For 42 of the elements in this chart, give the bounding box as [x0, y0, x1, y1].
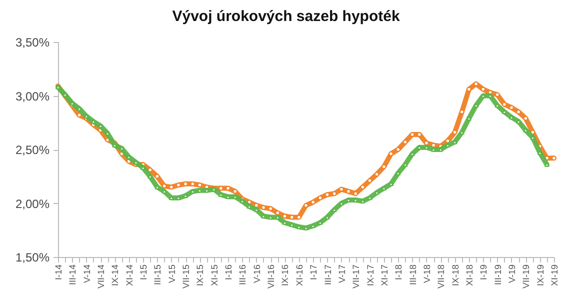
x-tick-label: XI-19: [550, 264, 560, 286]
x-tick-label: VII-15: [181, 264, 192, 289]
x-tick-label: VII-16: [266, 264, 276, 289]
x-tick-label: XI-18: [464, 264, 474, 286]
x-tick-label: VII-14: [96, 264, 106, 289]
y-tick-label: 1,50%: [15, 250, 50, 264]
x-tick-label: XI-15: [209, 264, 220, 286]
x-tick-label: XI-14: [124, 264, 134, 286]
x-tick-label: VII-18: [436, 264, 446, 289]
x-tick-label: IX-17: [365, 264, 376, 286]
x-tick-label: I-16: [224, 264, 234, 280]
x-tick-label: IX-18: [450, 264, 460, 286]
x-tick-label: VII-17: [351, 264, 362, 289]
x-tick-label: III-16: [238, 264, 248, 286]
x-tick-label: IX-14: [110, 264, 120, 286]
x-tick-label: I-14: [54, 264, 64, 280]
y-tick-label: 3,50%: [15, 36, 50, 50]
x-tick-label: III-19: [492, 264, 503, 286]
chart-title: Vývoj úrokových sazeb hypoték: [172, 8, 400, 25]
x-tick-label: IX-15: [195, 264, 206, 286]
y-tick-label: 2,50%: [15, 143, 50, 157]
x-tick-label: XI-16: [294, 264, 304, 286]
x-tick-label: I-17: [308, 264, 319, 280]
x-tick-label: I-19: [478, 264, 489, 280]
x-tick-label: V-15: [166, 264, 177, 284]
x-tick-label: V-16: [252, 264, 262, 284]
x-tick-label: XI-17: [379, 264, 390, 286]
x-tick-label: III-17: [322, 264, 333, 286]
x-tick-label: III-14: [68, 264, 78, 286]
x-tick-label: I-15: [138, 264, 149, 280]
x-tick-label: V-14: [82, 264, 92, 284]
y-tick-label: 3,00%: [15, 89, 50, 104]
x-tick-label: I-18: [394, 264, 404, 280]
x-tick-label: VII-19: [521, 264, 532, 289]
x-tick-label: IX-19: [535, 264, 546, 286]
x-tick-label: V-19: [506, 264, 517, 284]
x-tick-label: IX-16: [280, 264, 290, 286]
x-tick-label: V-17: [336, 264, 347, 284]
x-tick-label: III-15: [152, 264, 163, 286]
x-tick-label: V-18: [422, 264, 432, 284]
x-tick-label: III-18: [408, 264, 418, 286]
y-tick-label: 2,00%: [15, 196, 50, 211]
